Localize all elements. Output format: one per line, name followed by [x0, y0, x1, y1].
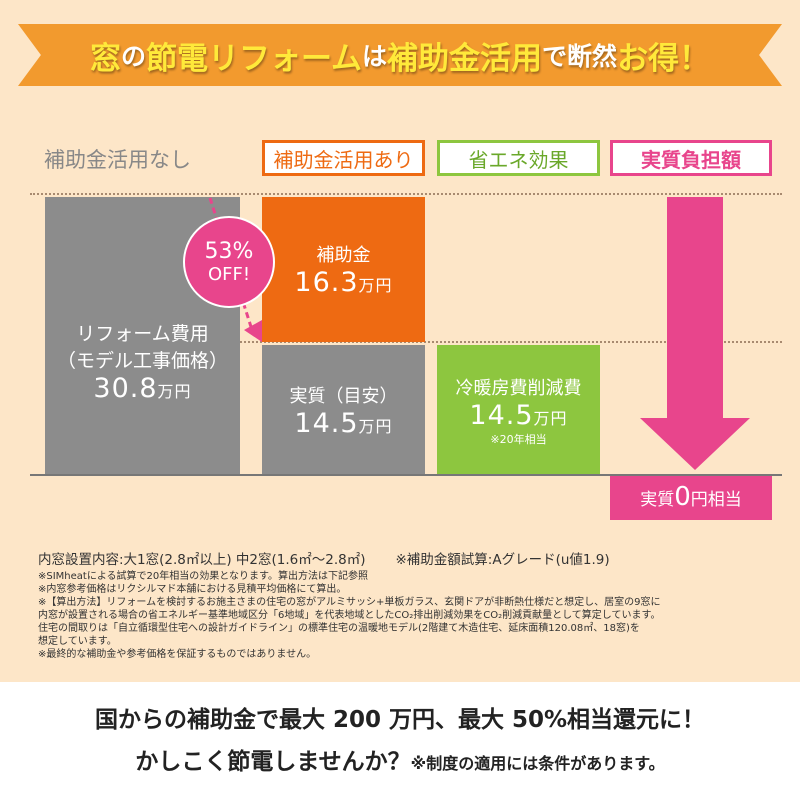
- bar-label: 実質（目安）: [289, 385, 398, 407]
- bar-label: 冷暖房費削減費: [455, 377, 582, 399]
- bar-unit: 万円: [358, 276, 393, 295]
- bar-value: 14.5: [469, 399, 534, 431]
- zero-value: 0: [674, 482, 691, 512]
- arrows: [208, 197, 750, 470]
- note-line: 内窓が設置される場合の省エネルギー基準地域区分「6地域」を代表地域としたCO₂排…: [38, 610, 661, 621]
- guide-line-mid: [240, 341, 782, 343]
- footer-note: ※制度の適用には条件があります。: [410, 754, 665, 773]
- bar-unit: 万円: [157, 381, 192, 401]
- note-line: ※最終的な補助金や参考価格を保証するものではありません。: [38, 649, 317, 660]
- note-line: ※【算出方法】リフォームを検討するお施主さまの住宅の窓がアルミサッシ+単板ガラス…: [38, 597, 661, 608]
- zero-label: 実質: [640, 490, 675, 510]
- title-part: の: [120, 42, 146, 71]
- note-line: 住宅の間取りは「自立循環型住宅への設計ガイドライン」の標準住宅の温暖地モデル(2…: [38, 623, 640, 634]
- bar-label: リフォーム費用: [76, 322, 209, 345]
- label-with-subsidy: 補助金活用あり: [262, 140, 425, 176]
- guide-line-top: [30, 193, 782, 195]
- footer-line2: かしこく節電しませんか？: [135, 749, 411, 775]
- bar-unit: 万円: [533, 408, 568, 428]
- footer-line1: 国からの補助金で最大 200 万円、最大 50%相当還元に！: [94, 707, 706, 733]
- zero-label: 円相当: [690, 490, 742, 510]
- bar-unit: 万円: [358, 416, 393, 436]
- note-grade: ※補助金額試算:Aグレード(u値1.9): [395, 552, 610, 568]
- bar-value: 30.8: [93, 372, 158, 404]
- title-part: は: [362, 42, 388, 71]
- footer: 国からの補助金で最大 200 万円、最大 50%相当還元に！ かしこく節電しませ…: [0, 700, 800, 776]
- bar-label: （モデル工事価格）: [56, 349, 228, 372]
- down-arrow-icon: [640, 197, 750, 470]
- note-line: ※内窓参考価格はリクシルマド本舗における見積平均価格にて算出。: [38, 584, 347, 595]
- badge-off: OFF!: [207, 264, 251, 285]
- bar-actual: 実質（目安） 14.5万円: [262, 345, 425, 475]
- zero-cost-box: 実質 0 円相当: [610, 476, 772, 520]
- baseline: [30, 474, 782, 476]
- badge-percent: 53%: [204, 239, 254, 264]
- title-part: 節電リフォーム: [145, 40, 363, 77]
- title-part: で断然: [542, 42, 618, 71]
- bar-subsidy: 補助金 16.3万円: [262, 197, 425, 342]
- bar-note: ※20年相当: [490, 432, 547, 446]
- notes-main: 内窓設置内容:大1窓(2.8㎡以上) 中2窓(1.6㎡～2.8㎡) ※補助金額試算…: [38, 548, 610, 568]
- bar-value: 16.3: [294, 267, 359, 298]
- notes-list: ※SIMheatによる試算で20年相当の効果となります。算出方法は下記参照 ※内…: [38, 570, 661, 661]
- bar-energy-saving: 冷暖房費削減費 14.5万円 ※20年相当: [437, 345, 600, 475]
- note-install: 内窓設置内容:大1窓(2.8㎡以上) 中2窓(1.6㎡～2.8㎡): [38, 552, 366, 568]
- title-part: 補助金活用: [387, 40, 543, 77]
- note-line: 想定しています。: [38, 636, 117, 647]
- bar-value: 14.5: [294, 407, 359, 439]
- note-line: ※SIMheatによる試算で20年相当の効果となります。算出方法は下記参照: [38, 571, 368, 582]
- title-part: お得！: [617, 40, 711, 77]
- label-no-subsidy: 補助金活用なし: [44, 148, 191, 172]
- arrow-head: [244, 320, 262, 342]
- label-energy-saving: 省エネ効果: [437, 140, 600, 176]
- bar-label: 補助金: [316, 245, 371, 266]
- title-part: 窓: [89, 40, 121, 77]
- off-badge: 53% OFF!: [183, 216, 275, 308]
- title-banner: 窓の節電リフォームは補助金活用 で断然 お得！: [18, 24, 782, 86]
- label-actual-cost: 実質負担額: [610, 140, 772, 176]
